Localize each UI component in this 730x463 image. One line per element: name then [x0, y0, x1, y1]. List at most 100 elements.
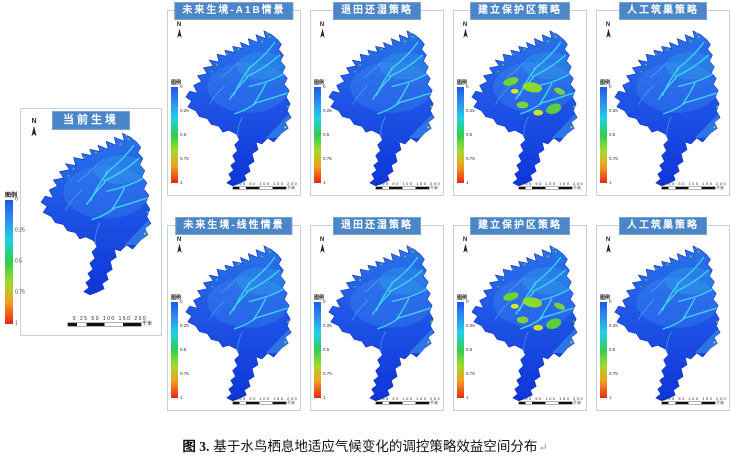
scale-bar: 0 25 50 100 150 200 千米	[519, 395, 585, 405]
scenario-row-a1b: 未来生境-A1B情景 N 图例 0 0.25 0.5 0.75 1	[167, 2, 730, 196]
legend-tick: 0.25	[609, 107, 618, 113]
scale-bar: 0 25 50 100 150 200 千米	[233, 180, 299, 190]
legend-ticks: 0 0.25 0.5 0.75 1	[609, 84, 627, 184]
north-label: N	[319, 22, 325, 28]
panel-title: 未来生境-线性情景	[175, 217, 293, 235]
legend-ticks: 0 0.25 0.5 0.75 1	[323, 84, 341, 184]
legend-tick: 0	[180, 83, 183, 89]
panel-title-label: 人工筑巢策略	[627, 220, 699, 231]
legend-title: 图例	[600, 80, 611, 86]
north-label: N	[176, 22, 182, 28]
legend-tick: 0.25	[609, 322, 618, 328]
scale-bar-unit: 千米	[287, 185, 295, 190]
legend-tick: 0.75	[609, 370, 618, 376]
north-arrow-icon	[176, 243, 182, 253]
habitat-suitability-map	[35, 125, 157, 298]
legend-tick: 0.5	[180, 131, 187, 137]
scale-bar-segments	[233, 186, 286, 190]
legend-tick: 0.75	[15, 289, 25, 296]
legend-colorbar	[171, 302, 178, 398]
map-legend: 图例 0 0.25 0.5 0.75 1	[5, 193, 25, 326]
panel-title: 当前生境	[52, 111, 130, 130]
north-arrow: N	[602, 22, 614, 39]
legend-tick: 1	[466, 394, 469, 400]
legend-title: 图例	[314, 295, 325, 301]
north-arrow: N	[602, 237, 614, 254]
panel-title-label: 未来生境-线性情景	[183, 220, 285, 231]
scale-bar-labels: 0 25 50 100 150 200	[662, 180, 728, 186]
scale-bar-unit: 千米	[573, 185, 581, 190]
panel-title-label: 建立保护区策略	[478, 220, 562, 231]
north-arrow-icon	[319, 28, 325, 38]
legend-colorbar	[600, 87, 607, 183]
legend-tick: 0.25	[323, 322, 332, 328]
legend-ticks: 0 0.25 0.5 0.75 1	[180, 299, 198, 400]
legend-tick: 0.75	[609, 155, 618, 161]
scale-bar-labels: 0 25 50 100 150 200	[519, 395, 585, 401]
legend-tick: 1	[466, 179, 469, 185]
legend-tick: 0	[609, 298, 612, 304]
map-legend: 图例 0 0.25 0.5 0.75 1	[171, 295, 189, 399]
map-panel: 建立保护区策略 N 图例 0 0.25 0.5 0.75 1	[453, 217, 587, 411]
north-label: N	[31, 118, 37, 125]
scale-bar: 0 25 50 100 150 200 千米	[376, 181, 440, 190]
scale-bar-segments	[376, 186, 429, 190]
scale-bar-segments	[519, 401, 572, 405]
map-panel: 人工筑巢策略 N 图例 0 0.25 0.5 0.75 1	[596, 2, 730, 196]
scale-bar: 0 25 50 100 150 200 千米	[662, 395, 728, 405]
map-legend: 图例 0 0.25 0.5 0.75 1	[457, 295, 475, 400]
legend-title: 图例	[171, 80, 182, 86]
legend-colorbar	[600, 302, 607, 398]
panel-title-label: 退田还湿策略	[341, 5, 413, 16]
legend-tick: 1	[609, 394, 612, 400]
legend-tick: 0.75	[180, 155, 189, 161]
legend-tick: 0.5	[180, 346, 187, 352]
map-panel: 建立保护区策略 N 图例 0 0.25 0.5 0.75 1	[453, 2, 587, 196]
north-arrow: N	[459, 22, 471, 39]
legend-colorbar	[314, 302, 321, 398]
scale-bar-labels: 0 25 50 100 150 200	[72, 315, 148, 322]
scale-bar-segments	[68, 323, 141, 326]
legend-tick: 0.5	[323, 346, 330, 352]
legend-ticks: 0 0.25 0.5 0.75 1	[323, 299, 341, 400]
legend-ticks: 0 0.25 0.5 0.75 1	[609, 298, 627, 400]
north-arrow: N	[28, 118, 40, 138]
panel-title: 人工筑巢策略	[619, 217, 707, 235]
current-habitat-panel-slot: 当前生境 N 图例 0 0.25 0.5 0.75 1	[5, 108, 162, 336]
north-label: N	[319, 237, 325, 243]
scale-bar-labels: 0 25 50 100 150 200	[233, 180, 299, 186]
panel-title: 建立保护区策略	[470, 2, 570, 20]
scale-bar-segments	[662, 186, 715, 190]
map-panel: 退田还湿策略 N 图例 0 0.25 0.5 0.75 1	[310, 2, 444, 196]
panel-title: 退田还湿策略	[333, 217, 421, 235]
north-arrow: N	[316, 237, 328, 254]
legend-title: 图例	[171, 295, 182, 301]
legend-tick: 0.5	[323, 131, 330, 137]
legend-tick: 0.5	[609, 131, 616, 137]
scale-bar-segments	[519, 186, 572, 190]
legend-tick: 1	[180, 394, 183, 400]
legend-tick: 0.75	[466, 155, 475, 161]
legend-tick: 1	[323, 394, 326, 400]
legend-ticks: 0 0.25 0.5 0.75 1	[466, 84, 484, 185]
caption-number: 图 3.	[182, 439, 210, 454]
legend-title: 图例	[314, 80, 325, 86]
legend-ticks: 0 0.25 0.5 0.75 1	[15, 197, 33, 326]
scale-bar: 0 25 50 100 150 200 千米	[662, 180, 728, 190]
north-label: N	[462, 237, 468, 243]
scale-bar-unit: 千米	[141, 321, 152, 327]
legend-title: 图例	[457, 295, 468, 301]
legend-tick: 0.25	[323, 107, 332, 113]
legend-colorbar	[314, 87, 321, 183]
legend-tick: 0.25	[15, 227, 25, 234]
scale-bar-labels: 0 25 50 100 150 200	[662, 395, 728, 401]
legend-tick: 0.5	[609, 346, 616, 352]
legend-tick: 0.75	[323, 370, 332, 376]
caption-text: 基于水鸟栖息地适应气候变化的调控策略效益空间分布	[213, 439, 538, 454]
legend-ticks: 0 0.25 0.5 0.75 1	[180, 83, 198, 184]
map-legend: 图例 0 0.25 0.5 0.75 1	[600, 296, 618, 399]
panel-title-label: 建立保护区策略	[478, 5, 562, 16]
north-label: N	[605, 22, 611, 28]
north-arrow-icon	[462, 243, 468, 253]
